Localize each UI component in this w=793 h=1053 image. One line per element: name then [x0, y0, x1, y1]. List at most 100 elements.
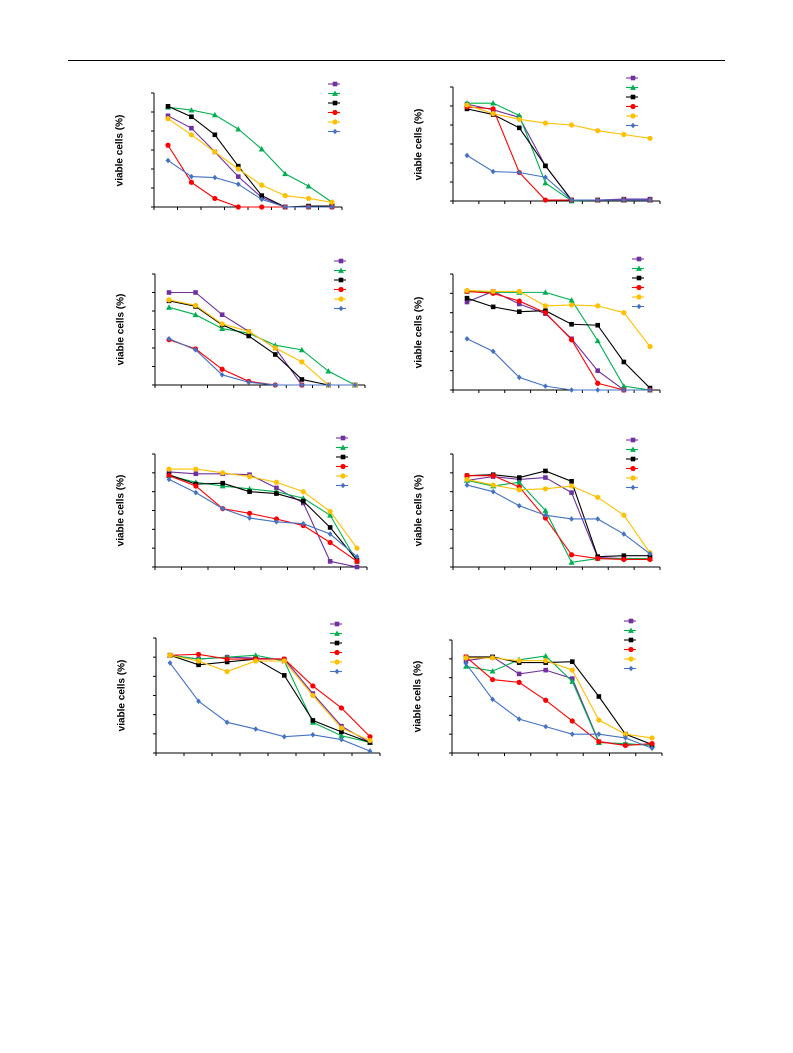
- legend-marker: [630, 456, 636, 462]
- series-5: [167, 652, 373, 744]
- series-3-point: [464, 295, 470, 301]
- legend-marker: [636, 256, 642, 262]
- series-6-point: [516, 716, 522, 722]
- legend-key-2: [336, 444, 348, 450]
- series-3-point: [516, 309, 522, 314]
- series-2-point: [569, 678, 576, 684]
- series-2-point: [542, 179, 549, 186]
- series-2-line: [168, 475, 358, 562]
- series-4-point: [490, 473, 496, 479]
- series-5-point: [568, 122, 575, 128]
- series-5-point: [568, 483, 575, 489]
- series-4-point: [569, 718, 575, 724]
- series-5-point: [595, 303, 601, 309]
- legend-key-2: [632, 265, 644, 271]
- series-6-point: [165, 157, 171, 164]
- series-3-point: [339, 729, 344, 735]
- legend-marker: [334, 640, 340, 646]
- series-6-point: [272, 382, 278, 388]
- chart-panel-6: viable cells (%): [402, 432, 682, 577]
- chart-panel-1: viable cells (%): [112, 76, 392, 216]
- series-5: [166, 466, 360, 551]
- series-6-point: [569, 197, 574, 203]
- series-6-point: [543, 512, 548, 519]
- series-6-point: [299, 382, 305, 388]
- series-6-point: [490, 488, 496, 495]
- series-3-point: [247, 489, 252, 494]
- series-3-line: [466, 297, 651, 389]
- legend-marker: [332, 119, 338, 125]
- series-5: [464, 476, 653, 556]
- series-6-point: [596, 731, 602, 737]
- legend-marker: [636, 275, 642, 281]
- legend-marker: [340, 454, 346, 460]
- legend-key-6: [330, 668, 342, 675]
- series-3-point: [596, 694, 602, 699]
- series-2-point: [542, 289, 549, 295]
- series-6-point: [167, 660, 173, 666]
- series-4: [464, 288, 653, 393]
- series-5-point: [282, 193, 288, 199]
- legend-key-5: [626, 475, 638, 481]
- series-2-point: [188, 107, 195, 113]
- series-6: [166, 335, 358, 388]
- series-6-point: [281, 733, 287, 740]
- series-1-point: [327, 559, 333, 564]
- series-4-point: [354, 558, 360, 564]
- series-6-point: [253, 726, 259, 732]
- series-2-point: [219, 483, 226, 489]
- series-5-point: [516, 487, 522, 493]
- series-1-point: [219, 312, 225, 317]
- series-3-point: [299, 377, 305, 382]
- series-4-point: [193, 483, 199, 489]
- legend-marker: [340, 463, 346, 470]
- series-4-point: [516, 298, 522, 304]
- legend-key-5: [626, 113, 638, 119]
- series-6-point: [247, 515, 252, 521]
- chart-svg: [450, 75, 661, 204]
- series-1-point: [354, 564, 360, 570]
- series-4-point: [596, 739, 602, 745]
- series-1-point: [166, 469, 172, 475]
- legend-key-1: [336, 435, 348, 441]
- series-4-point: [516, 679, 522, 685]
- series-3-point: [543, 163, 548, 169]
- series-4-point: [490, 106, 496, 112]
- legend-marker: [628, 646, 634, 653]
- series-3-point: [327, 525, 333, 530]
- series-5-point: [212, 149, 218, 155]
- legend-marker: [340, 444, 346, 450]
- series-6-point: [464, 335, 470, 342]
- series-5-point: [490, 111, 496, 117]
- series-3-point: [235, 163, 241, 169]
- series-4-line: [466, 290, 650, 391]
- series-6-line: [466, 484, 651, 555]
- legend-key-5: [328, 119, 340, 125]
- series-1: [464, 101, 653, 203]
- series-5-point: [220, 470, 226, 476]
- series-4-point: [568, 552, 575, 558]
- series-2-point: [252, 652, 259, 658]
- legend-marker: [628, 665, 634, 672]
- series-5-point: [596, 717, 602, 723]
- series-2: [464, 288, 653, 393]
- legend-key-4: [626, 103, 638, 110]
- series-5-point: [224, 668, 230, 675]
- series-6-line: [168, 338, 355, 386]
- series-2-point: [338, 732, 345, 739]
- series-4-point: [212, 195, 218, 202]
- legend-marker: [628, 618, 634, 624]
- legend-marker: [636, 294, 642, 300]
- series-6-point: [212, 174, 218, 181]
- series-5-point: [166, 466, 172, 472]
- series-6-point: [569, 731, 575, 737]
- series-3-point: [300, 498, 306, 504]
- series-1-point: [595, 368, 601, 373]
- legend-key-6: [334, 305, 346, 312]
- series-5-point: [259, 182, 265, 188]
- legend-key-1: [626, 75, 638, 81]
- legend-marker: [630, 446, 636, 452]
- series-5-point: [647, 343, 653, 350]
- series-5-point: [192, 302, 199, 309]
- series-4-point: [649, 740, 655, 747]
